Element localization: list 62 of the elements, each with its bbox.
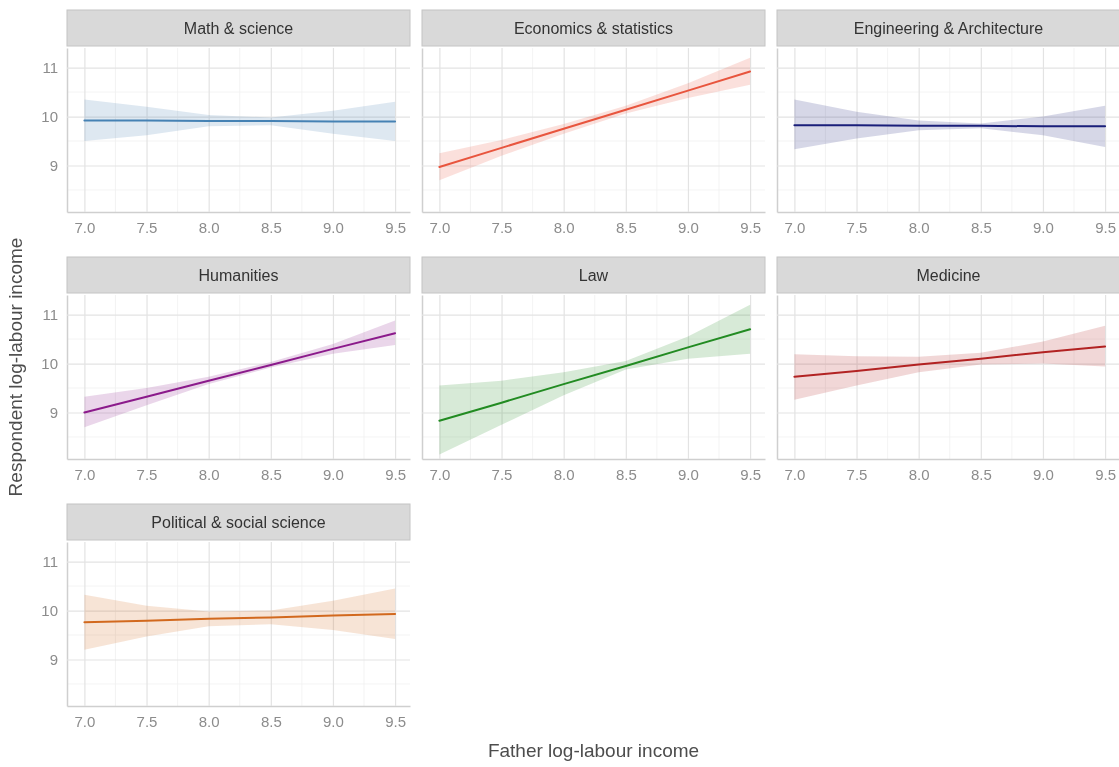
x-tick-label: 9.5 — [740, 465, 762, 483]
x-tick-label: 8.0 — [553, 465, 575, 483]
x-tick-label: 7.5 — [846, 218, 868, 236]
x-tick-label: 7.5 — [491, 218, 513, 236]
y-tick-label: 9 — [49, 403, 58, 421]
chart-title: Medicine — [916, 266, 981, 284]
x-axis-title: Father log-labour income — [487, 740, 700, 761]
x-tick-label: 9.0 — [323, 712, 344, 730]
x-tick-label: 9.0 — [323, 218, 344, 236]
x-tick-label: 7.0 — [429, 465, 451, 483]
y-axis-title: Respondent log-labour income — [5, 237, 26, 497]
x-tick-label: 7.5 — [136, 712, 158, 730]
chart-title: Economics & statistics — [513, 19, 674, 37]
x-tick-label: 8.5 — [260, 712, 282, 730]
x-tick-label: 9.0 — [678, 465, 699, 483]
x-tick-label: 8.5 — [260, 465, 282, 483]
chart-title: Math & science — [183, 19, 294, 37]
x-tick-label: 7.0 — [74, 712, 96, 730]
x-tick-label: 9.0 — [678, 218, 699, 236]
x-tick-label: 7.0 — [784, 218, 806, 236]
y-tick-label: 10 — [41, 354, 58, 372]
x-tick-label: 7.5 — [491, 465, 513, 483]
x-tick-label: 9.0 — [1033, 465, 1054, 483]
line-series — [83, 332, 397, 414]
x-tick-label: 8.5 — [615, 465, 637, 483]
x-tick-label: 8.0 — [198, 218, 220, 236]
y-tick-label: 10 — [41, 107, 58, 125]
x-tick-label: 9.0 — [323, 465, 344, 483]
chart-title: Political & social science — [151, 513, 326, 531]
x-tick-label: 8.5 — [970, 218, 992, 236]
x-tick-label: 7.5 — [846, 465, 868, 483]
x-tick-label: 7.0 — [74, 465, 96, 483]
x-tick-label: 8.5 — [615, 218, 637, 236]
x-tick-label: 7.0 — [784, 465, 806, 483]
x-tick-label: 7.5 — [136, 218, 158, 236]
x-tick-label: 9.5 — [385, 712, 407, 730]
x-tick-label: 9.5 — [385, 465, 407, 483]
x-tick-label: 8.0 — [553, 218, 575, 236]
chart-title: Law — [578, 266, 609, 284]
y-tick-label: 9 — [49, 156, 58, 174]
x-tick-label: 9.5 — [385, 218, 407, 236]
chart-title: Humanities — [198, 266, 279, 284]
x-tick-label: 7.0 — [429, 218, 451, 236]
x-tick-label: 9.5 — [740, 218, 762, 236]
y-tick-label: 11 — [42, 305, 58, 323]
x-tick-label: 8.0 — [198, 465, 220, 483]
x-tick-label: 7.5 — [136, 465, 158, 483]
x-tick-label: 9.5 — [1095, 465, 1117, 483]
x-tick-label: 8.0 — [908, 218, 930, 236]
x-tick-label: 8.0 — [908, 465, 930, 483]
x-tick-label: 8.0 — [198, 712, 220, 730]
line-series — [83, 612, 397, 624]
x-tick-label: 9.5 — [1095, 218, 1117, 236]
x-tick-label: 9.0 — [1033, 218, 1054, 236]
chart-title: Engineering & Architecture — [853, 19, 1044, 37]
y-tick-label: 11 — [42, 58, 58, 76]
y-tick-label: 11 — [42, 552, 58, 570]
y-tick-label: 9 — [49, 650, 58, 668]
y-tick-label: 10 — [41, 601, 58, 619]
x-tick-label: 8.5 — [260, 218, 282, 236]
x-tick-label: 8.5 — [970, 465, 992, 483]
x-tick-label: 7.0 — [74, 218, 96, 236]
